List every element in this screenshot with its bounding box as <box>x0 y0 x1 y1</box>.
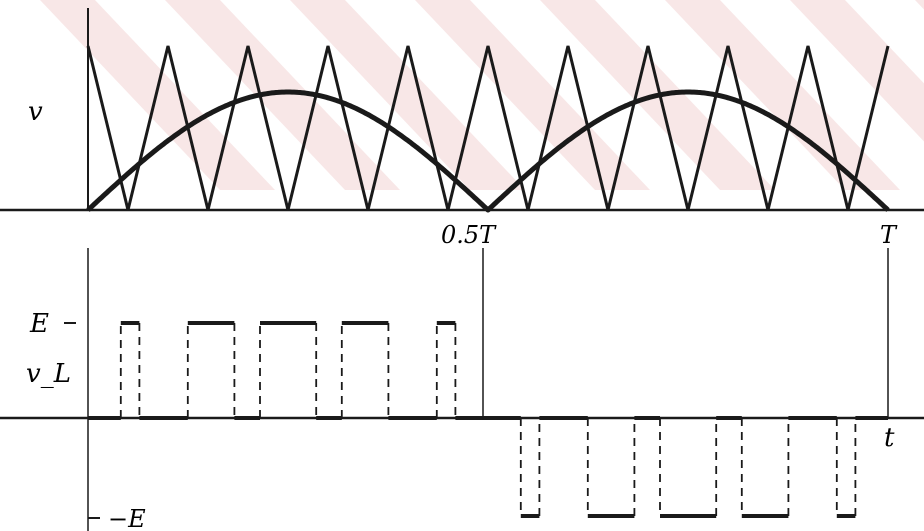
triangle-carrier-wave <box>86 45 890 211</box>
tick-label-e: E <box>29 309 49 339</box>
tick-label-neg-e: −E <box>108 505 146 531</box>
watermark-stripe <box>665 0 900 190</box>
watermark-stripe <box>790 0 924 142</box>
watermark-stripe <box>290 0 525 190</box>
bottom-x-label: t <box>884 423 895 453</box>
tick-label-full-period: T <box>880 221 898 249</box>
top-y-label: v <box>28 97 43 127</box>
bottom-y-label: v_L <box>26 359 71 389</box>
watermark-stripes <box>40 0 924 190</box>
bottom-panel: E v_L −E t <box>0 248 924 531</box>
load-voltage-pulses <box>88 321 888 518</box>
watermark-stripe <box>915 0 924 10</box>
rectified-sine-curve <box>86 89 890 213</box>
tick-label-half-period: 0.5T <box>441 221 497 249</box>
top-panel: v 0.5T T <box>0 8 924 249</box>
watermark-stripe <box>165 0 400 190</box>
